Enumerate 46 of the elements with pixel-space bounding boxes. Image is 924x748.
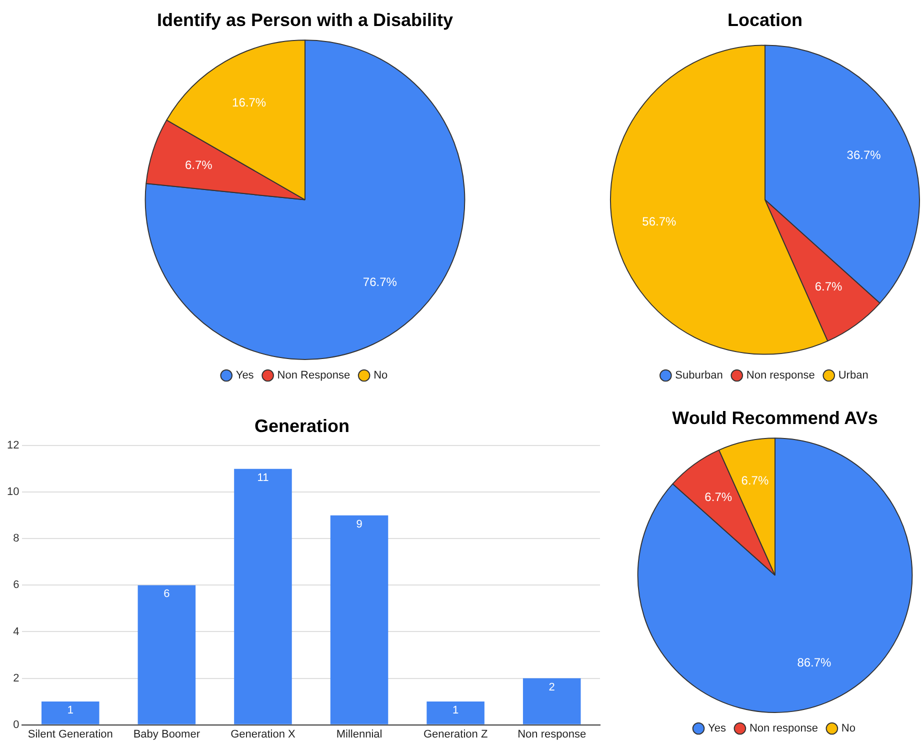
chart-title: Identify as Person with a Disability — [156, 10, 454, 30]
legend-label: Suburban — [675, 370, 723, 382]
legend-label: No — [841, 722, 856, 735]
bar — [426, 702, 484, 724]
y-tick-label: 0 — [13, 718, 20, 731]
legend-label: Non response — [746, 370, 815, 382]
data-label: 56.7% — [642, 214, 677, 229]
x-tick-label: Silent Generation — [28, 728, 113, 740]
legend-label: Non Response — [277, 370, 350, 382]
data-label: 6.7% — [704, 490, 732, 504]
legend-label: Yes — [708, 722, 726, 735]
x-tick-label: Generation X — [230, 728, 296, 740]
x-tick-label: Baby Boomer — [133, 728, 200, 740]
y-tick-label: 4 — [13, 626, 20, 638]
y-tick-label: 2 — [13, 672, 20, 684]
legend-label: No — [374, 370, 388, 382]
data-label: 76.7% — [362, 275, 398, 290]
bar — [330, 515, 388, 724]
data-label: 86.7% — [797, 655, 832, 670]
bar — [522, 678, 581, 724]
data-label: 2 — [548, 681, 555, 694]
data-label: 6.7% — [184, 158, 213, 172]
data-label: 16.7% — [232, 95, 266, 110]
bar — [234, 468, 292, 724]
data-label: 6 — [164, 588, 170, 600]
data-label: 6.7% — [814, 280, 843, 294]
x-tick-label: Millennial — [336, 728, 382, 740]
data-label: 6.7% — [741, 474, 769, 488]
chart-title: Location — [728, 10, 802, 30]
y-tick-label: 10 — [6, 486, 20, 498]
chart-title: Would Recommend AVs — [672, 408, 878, 428]
data-label: 9 — [356, 518, 362, 530]
y-tick-label: 12 — [6, 440, 20, 452]
legend-label: Yes — [236, 370, 254, 382]
x-tick-label: Generation Z — [423, 728, 488, 740]
bar — [138, 585, 196, 724]
chart-title: Generation — [254, 416, 350, 436]
bar — [41, 702, 100, 724]
x-tick-label: Non response — [518, 728, 586, 740]
data-label: 1 — [452, 704, 459, 717]
data-label: 1 — [67, 704, 74, 717]
data-label: 36.7% — [846, 148, 882, 162]
legend-label: Urban — [838, 370, 868, 382]
y-tick-label: 8 — [13, 532, 20, 545]
data-label: 11 — [257, 472, 269, 484]
y-tick-label: 6 — [13, 579, 20, 592]
